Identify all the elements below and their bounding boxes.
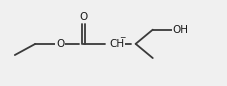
- Text: CH: CH: [109, 39, 123, 49]
- Text: O: O: [79, 12, 87, 22]
- Text: OH: OH: [172, 25, 188, 35]
- Text: O: O: [56, 39, 64, 49]
- Text: −: −: [119, 33, 125, 42]
